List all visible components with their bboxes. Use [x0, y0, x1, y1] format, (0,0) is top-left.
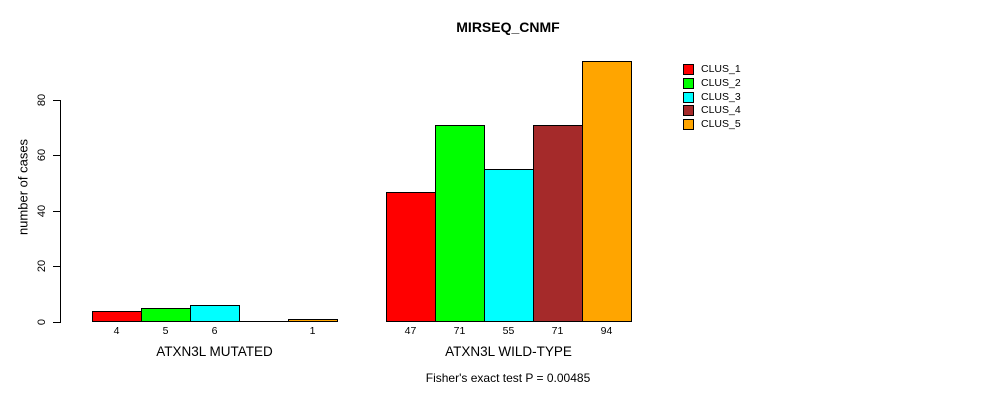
bar-clus_4-0-zero [239, 321, 289, 322]
legend-entry-clus_3: CLUS_3 [683, 91, 741, 103]
group-label: ATXN3L WILD-TYPE [445, 344, 572, 359]
y-tick-mark [53, 266, 61, 267]
legend-label: CLUS_1 [701, 62, 741, 75]
y-tick-mark [53, 211, 61, 212]
legend-label: CLUS_3 [701, 90, 741, 103]
legend-swatch-clus_1 [683, 63, 694, 75]
bar-clus_4-1 [533, 125, 583, 322]
y-axis-label: number of cases [15, 138, 31, 236]
chart-title: MIRSEQ_CNMF [456, 19, 560, 35]
fisher-test-annotation: Fisher's exact test P = 0.00485 [425, 371, 591, 385]
y-tick-label: 40 [36, 204, 48, 218]
bar-clus_5-0 [288, 319, 338, 322]
bar-value-label: 94 [600, 325, 613, 337]
legend-entry-clus_1: CLUS_1 [683, 63, 741, 75]
bar-value-label: 55 [502, 325, 515, 337]
bar-clus_1-0 [92, 311, 142, 322]
y-tick-mark [53, 322, 61, 323]
bar-value-label: 47 [404, 325, 417, 337]
group-label: ATXN3L MUTATED [156, 344, 273, 359]
bar-clus_2-0 [141, 308, 191, 322]
y-tick-mark [53, 155, 61, 156]
y-tick-label: 0 [36, 318, 48, 326]
legend-label: CLUS_2 [701, 76, 741, 89]
bar-value-label: 1 [309, 325, 316, 337]
legend-entry-clus_2: CLUS_2 [683, 77, 741, 89]
y-tick-label: 80 [36, 93, 48, 107]
bar-clus_1-1 [386, 192, 436, 322]
bar-value-label: 4 [113, 325, 120, 337]
legend-entry-clus_5: CLUS_5 [683, 118, 741, 130]
legend-label: CLUS_5 [701, 117, 741, 130]
y-tick-label: 20 [36, 259, 48, 273]
legend-swatch-clus_5 [683, 118, 694, 130]
bar-value-label: 6 [211, 325, 218, 337]
bar-value-label: 71 [453, 325, 466, 337]
bar-clus_3-0 [190, 305, 240, 322]
legend-swatch-clus_4 [683, 104, 694, 116]
legend-entry-clus_4: CLUS_4 [683, 104, 741, 116]
legend-swatch-clus_3 [683, 91, 694, 103]
bar-clus_3-1 [484, 169, 534, 322]
bar-value-label: 5 [162, 325, 169, 337]
y-tick-mark [53, 100, 61, 101]
legend-label: CLUS_4 [701, 103, 741, 116]
bar-clus_5-1 [582, 61, 632, 322]
bar-clus_2-1 [435, 125, 485, 322]
bar-value-label: 71 [551, 325, 564, 337]
legend-swatch-clus_2 [683, 77, 694, 89]
y-tick-label: 60 [36, 148, 48, 162]
